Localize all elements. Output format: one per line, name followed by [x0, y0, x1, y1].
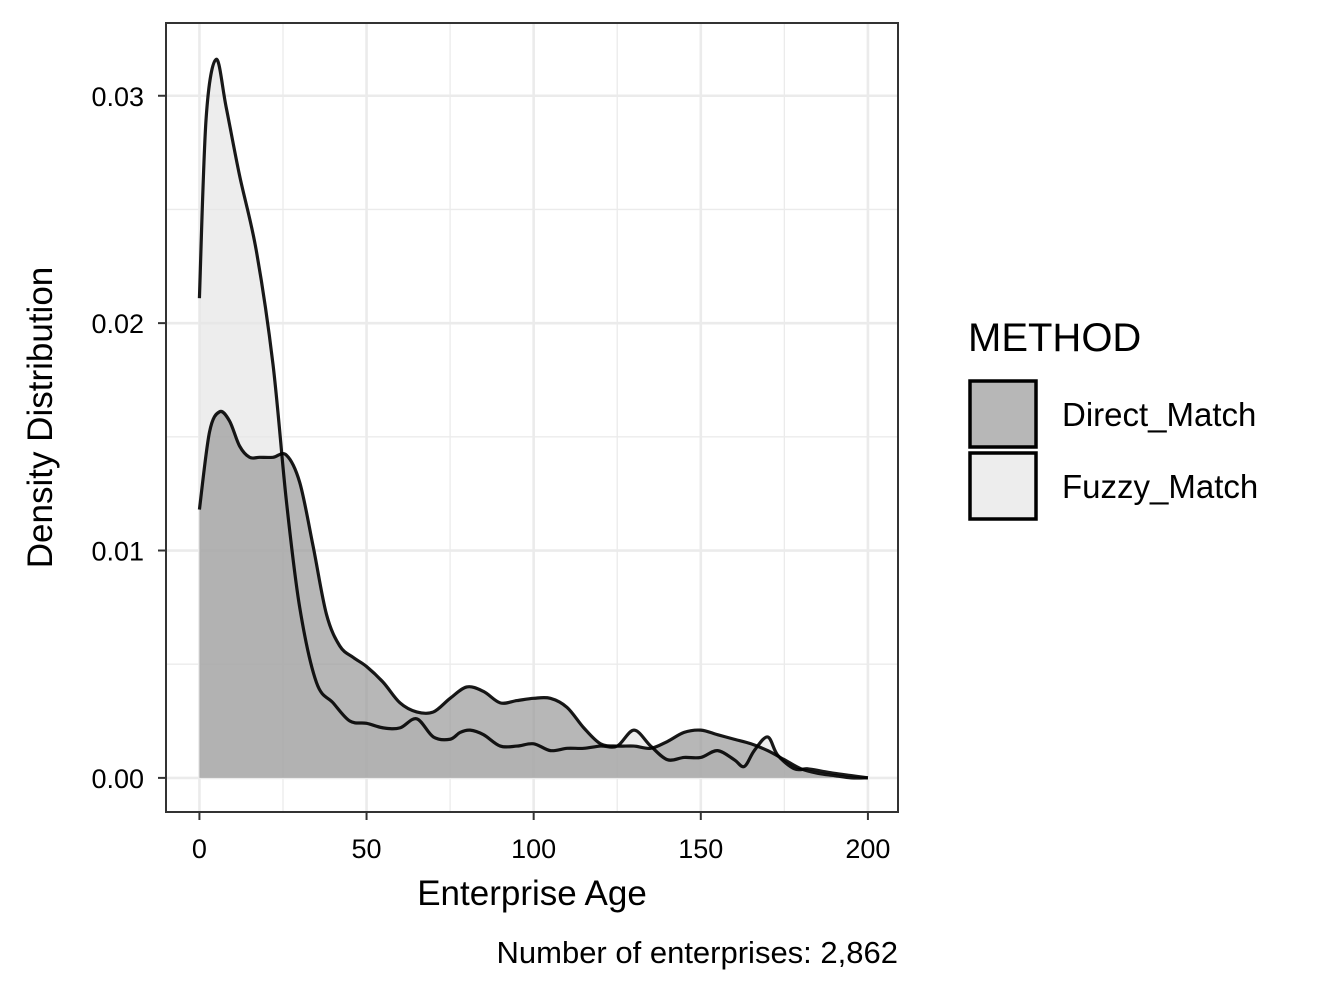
y-axis-ticks: 0.00 0.01 0.02 0.03 — [91, 82, 166, 794]
x-tick-label: 100 — [511, 834, 556, 864]
x-tick-label: 200 — [845, 834, 890, 864]
panel-border — [165, 22, 899, 813]
legend-label: Fuzzy_Match — [1062, 468, 1258, 505]
legend: METHOD Direct_Match Fuzzy_Match — [968, 316, 1258, 521]
y-tick-label: 0.00 — [91, 764, 144, 794]
y-tick-label: 0.03 — [91, 82, 144, 112]
density-areas — [197, 57, 869, 780]
x-tick-label: 50 — [352, 834, 382, 864]
x-tick-label: 0 — [192, 834, 207, 864]
density-line-fuzzy-match — [197, 57, 869, 780]
legend-label: Direct_Match — [1062, 396, 1256, 433]
chart-caption: Number of enterprises: 2,862 — [497, 935, 899, 970]
legend-key-fuzzy-match — [968, 451, 1038, 521]
x-axis-title: Enterprise Age — [417, 874, 647, 913]
density-line-direct-match — [197, 409, 868, 780]
legend-title: METHOD — [968, 316, 1141, 360]
x-tick-label: 150 — [678, 834, 723, 864]
legend-key-direct-match — [968, 379, 1038, 449]
y-axis-title: Density Distribution — [21, 267, 60, 569]
y-tick-label: 0.02 — [91, 309, 144, 339]
density-area-direct-match — [199, 411, 868, 779]
x-axis-ticks: 0 50 100 150 200 — [192, 812, 890, 864]
y-tick-label: 0.01 — [91, 537, 144, 567]
